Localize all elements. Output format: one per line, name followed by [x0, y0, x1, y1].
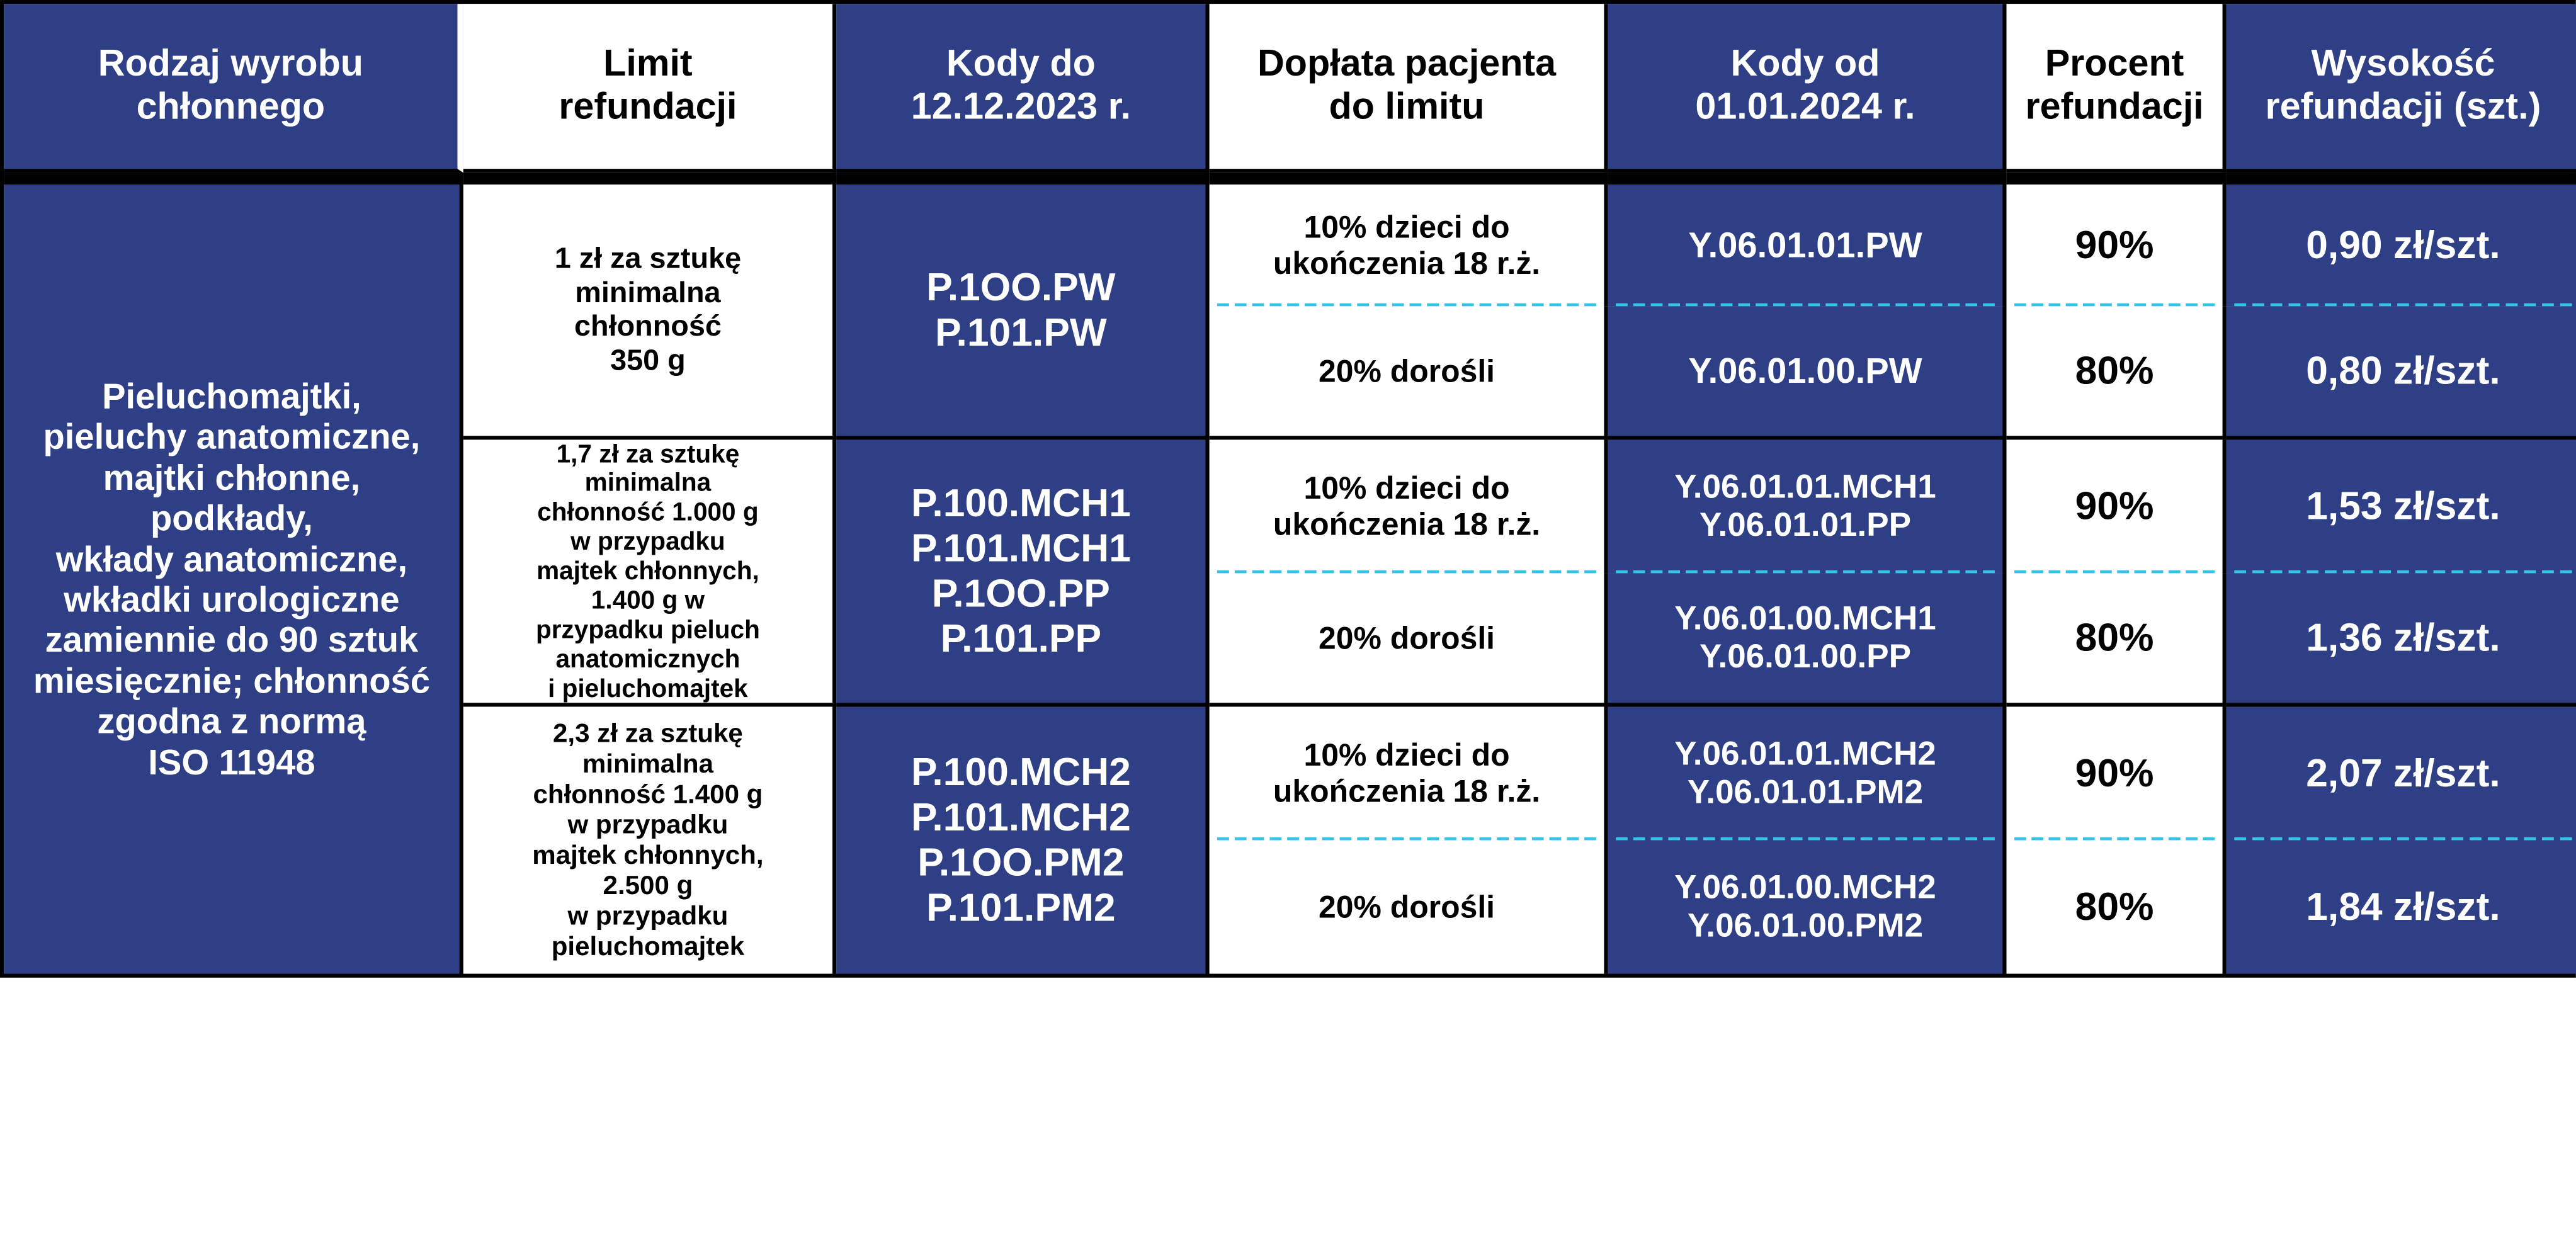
percent-g1-adults: 80% [2007, 306, 2227, 439]
amount-g1-adults: 0,80 zł/szt. [2227, 306, 2576, 439]
percent-g1-children: 90% [2007, 173, 2227, 306]
amount-g3-children: 2,07 zł/szt. [2227, 706, 2576, 840]
col-header-amount: Wysokość refundacji (szt.) [2227, 4, 2576, 173]
amount-g2-children: 1,53 zł/szt. [2227, 439, 2576, 573]
codes-old-g1: P.1OO.PW P.101.PW [836, 173, 1209, 439]
codes-new-g3-children: Y.06.01.01.MCH2 Y.06.01.01.PM2 [1608, 706, 2007, 840]
col-header-codes-new: Kody od 01.01.2024 r. [1608, 4, 2007, 173]
percent-g2-adults: 80% [2007, 573, 2227, 706]
limit-g3: 2,3 zł za sztukę minimalna chłonność 1.4… [463, 706, 836, 973]
col-header-codes-old: Kody do 12.12.2023 r. [836, 4, 1209, 173]
amount-g3-adults: 1,84 zł/szt. [2227, 841, 2576, 974]
copay-g3-adults: 20% dorośli [1210, 841, 1608, 974]
copay-g1-adults: 20% dorośli [1210, 306, 1608, 439]
amount-g2-adults: 1,36 zł/szt. [2227, 573, 2576, 706]
limit-g2: 1,7 zł za sztukę minimalna chłonność 1.0… [463, 439, 836, 706]
copay-g3-children: 10% dzieci do ukończenia 18 r.ż. [1210, 706, 1608, 840]
percent-g2-children: 90% [2007, 439, 2227, 573]
col-header-limit: Limit refundacji [463, 4, 836, 173]
reimbursement-table: Rodzaj wyrobu chłonnego Limit refundacji… [0, 0, 2576, 978]
percent-g3-children: 90% [2007, 706, 2227, 840]
row-label-product: Pieluchomajtki, pieluchy anatomiczne, ma… [4, 173, 463, 973]
codes-new-g1-adults: Y.06.01.00.PW [1608, 306, 2007, 439]
amount-g1-children: 0,90 zł/szt. [2227, 173, 2576, 306]
codes-new-g2-adults: Y.06.01.00.MCH1 Y.06.01.00.PP [1608, 573, 2007, 706]
limit-g1: 1 zł za sztukę minimalna chłonność 350 g [463, 173, 836, 439]
percent-g3-adults: 80% [2007, 841, 2227, 974]
col-header-percent: Procent refundacji [2007, 4, 2227, 173]
col-header-product-type: Rodzaj wyrobu chłonnego [4, 4, 463, 173]
col-header-copay: Dopłata pacjenta do limitu [1210, 4, 1608, 173]
copay-g2-adults: 20% dorośli [1210, 573, 1608, 706]
copay-g2-children: 10% dzieci do ukończenia 18 r.ż. [1210, 439, 1608, 573]
codes-new-g2-children: Y.06.01.01.MCH1 Y.06.01.01.PP [1608, 439, 2007, 573]
codes-old-g3: P.100.MCH2 P.101.MCH2 P.1OO.PM2 P.101.PM… [836, 706, 1209, 973]
copay-g1-children: 10% dzieci do ukończenia 18 r.ż. [1210, 173, 1608, 306]
codes-new-g3-adults: Y.06.01.00.MCH2 Y.06.01.00.PM2 [1608, 841, 2007, 974]
codes-old-g2: P.100.MCH1 P.101.MCH1 P.1OO.PP P.101.PP [836, 439, 1209, 706]
codes-new-g1-children: Y.06.01.01.PW [1608, 173, 2007, 306]
